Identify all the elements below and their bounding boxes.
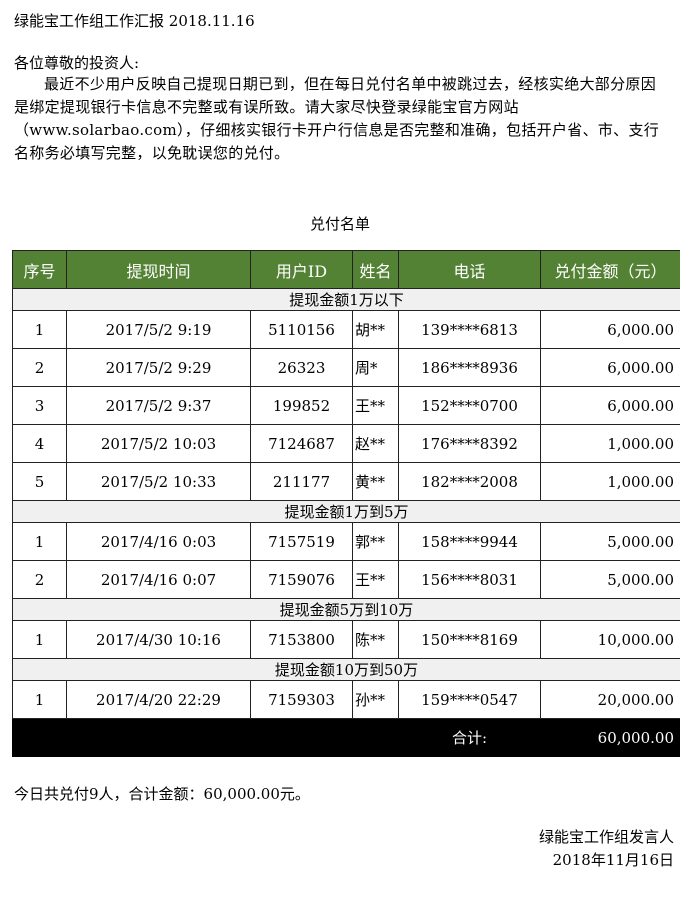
cell-name: 胡**: [352, 310, 399, 349]
cell-time: 2017/4/20 22:29: [66, 680, 251, 719]
cell-user-id: 7157519: [250, 522, 353, 561]
cell-time: 2017/4/30 10:16: [66, 620, 251, 659]
col-header-user-id: 用户ID: [250, 250, 353, 289]
cell-time: 2017/5/2 9:19: [66, 310, 251, 349]
cell-amount: 6,000.00: [540, 310, 680, 349]
report-title: 绿能宝工作组工作汇报 2018.11.16: [14, 12, 255, 30]
table-title: 兑付名单: [309, 215, 370, 233]
notice-paragraph: 最近不少用户反映自己提现日期已到，但在每日兑付名单中被跳过去，经核实绝大部分原因…: [14, 75, 660, 162]
cell-index: 1: [12, 522, 67, 561]
cell-time: 2017/5/2 10:33: [66, 462, 251, 501]
cell-phone: 159****0547: [398, 680, 541, 719]
table-row: 5 2017/5/2 10:33 211177 黄** 182****2008 1,000…: [12, 462, 680, 501]
total-label: 合计:: [398, 718, 541, 757]
cell-name: 周*: [352, 348, 399, 387]
group-row: 提现金额1万以下: [12, 288, 680, 311]
cell-amount: 6,000.00: [540, 386, 680, 425]
table-row: 1 2017/4/20 22:29 7159303 孙** 159****0547 20,…: [12, 680, 680, 719]
cell-name: 孙**: [352, 680, 399, 719]
cell-user-id: 7159076: [250, 560, 353, 599]
cell-time: 2017/4/16 0:03: [66, 522, 251, 561]
col-header-amount: 兑付金额（元）: [540, 250, 680, 289]
cell-name: 陈**: [352, 620, 399, 659]
table-row: 1 2017/4/16 0:03 7157519 郭** 158****9944 5,00…: [12, 522, 680, 561]
table-row: 1 2017/5/2 9:19 5110156 胡** 139****6813 6,000…: [12, 310, 680, 349]
cell-index: 1: [12, 310, 67, 349]
cell-amount: 10,000.00: [540, 620, 680, 659]
col-header-time: 提现时间: [66, 250, 251, 289]
signer: 绿能宝工作组发言人: [538, 828, 674, 846]
cell-name: 黄**: [352, 462, 399, 501]
cell-index: 1: [12, 620, 67, 659]
group-row: 提现金额5万到10万: [12, 598, 680, 621]
cell-amount: 5,000.00: [540, 522, 680, 561]
cell-phone: 156****8031: [398, 560, 541, 599]
cell-user-id: 7124687: [250, 424, 353, 463]
cell-time: 2017/5/2 10:03: [66, 424, 251, 463]
group-row: 提现金额10万到50万: [12, 658, 680, 681]
cell-index: 2: [12, 560, 67, 599]
cell-name: 王**: [352, 560, 399, 599]
cell-phone: 152****0700: [398, 386, 541, 425]
cell-amount: 6,000.00: [540, 348, 680, 387]
cell-user-id: 211177: [250, 462, 353, 501]
cell-time: 2017/5/2 9:29: [66, 348, 251, 387]
cell-user-id: 26323: [250, 348, 353, 387]
cell-user-id: 199852: [250, 386, 353, 425]
cell-phone: 158****9944: [398, 522, 541, 561]
table-row: 4 2017/5/2 10:03 7124687 赵** 176****8392 1,00…: [12, 424, 680, 463]
col-header-phone: 电话: [398, 250, 541, 289]
cell-amount: 5,000.00: [540, 560, 680, 599]
col-header-name: 姓名: [352, 250, 399, 289]
greeting: 各位尊敬的投资人:: [14, 54, 140, 72]
payout-table: 序号 提现时间 用户ID 姓名 电话 兑付金额（元） 提现金额1万以下 1 2017…: [12, 250, 680, 757]
table-row: 1 2017/4/30 10:16 7153800 陈** 150****8169 10,…: [12, 620, 680, 659]
cell-phone: 182****2008: [398, 462, 541, 501]
cell-amount: 20,000.00: [540, 680, 680, 719]
cell-user-id: 7153800: [250, 620, 353, 659]
cell-amount: 1,000.00: [540, 462, 680, 501]
cell-user-id: 5110156: [250, 310, 353, 349]
total-value: 60,000.00: [540, 718, 680, 757]
group-label: 提现金额5万到10万: [12, 598, 680, 621]
cell-user-id: 7159303: [250, 680, 353, 719]
total-row: 合计: 60,000.00: [12, 718, 680, 757]
group-label: 提现金额1万以下: [12, 288, 680, 311]
cell-phone: 186****8936: [398, 348, 541, 387]
cell-name: 赵**: [352, 424, 399, 463]
summary-text: 今日共兑付9人，合计金额：60,000.00元。: [14, 785, 310, 803]
cell-phone: 150****8169: [398, 620, 541, 659]
cell-index: 4: [12, 424, 67, 463]
cell-name: 郭**: [352, 522, 399, 561]
group-row: 提现金额1万到5万: [12, 500, 680, 523]
cell-index: 3: [12, 386, 67, 425]
group-label: 提现金额1万到5万: [12, 500, 680, 523]
cell-index: 2: [12, 348, 67, 387]
cell-time: 2017/4/16 0:07: [66, 560, 251, 599]
cell-index: 5: [12, 462, 67, 501]
cell-phone: 176****8392: [398, 424, 541, 463]
table-row: 2 2017/4/16 0:07 7159076 王** 156****8031 5,00…: [12, 560, 680, 599]
table-header-row: 序号 提现时间 用户ID 姓名 电话 兑付金额（元）: [12, 250, 680, 289]
sign-date: 2018年11月16日: [552, 851, 674, 869]
table-row: 3 2017/5/2 9:37 199852 王** 152****0700 6,000.…: [12, 386, 680, 425]
col-header-index: 序号: [12, 250, 67, 289]
cell-phone: 139****6813: [398, 310, 541, 349]
cell-amount: 1,000.00: [540, 424, 680, 463]
cell-time: 2017/5/2 9:37: [66, 386, 251, 425]
table-row: 2 2017/5/2 9:29 26323 周* 186****8936 6,000.00: [12, 348, 680, 387]
cell-name: 王**: [352, 386, 399, 425]
group-label: 提现金额10万到50万: [12, 658, 680, 681]
cell-index: 1: [12, 680, 67, 719]
